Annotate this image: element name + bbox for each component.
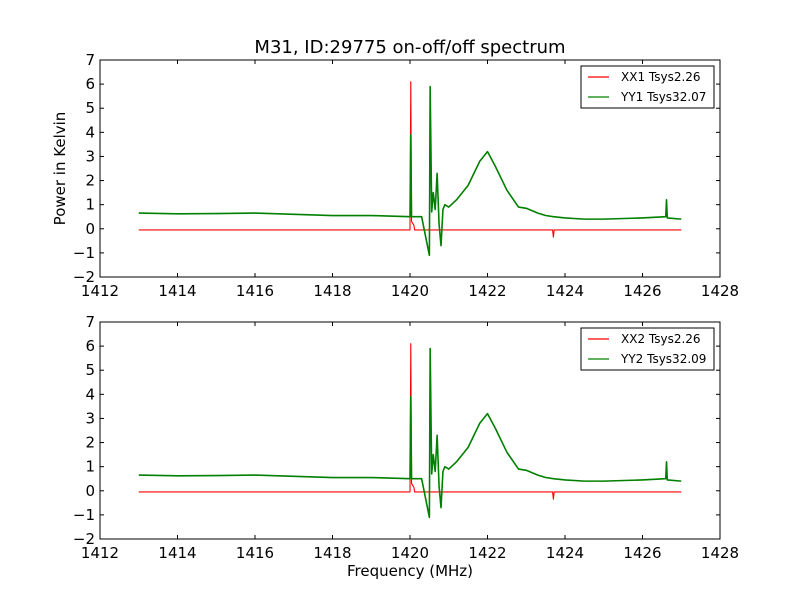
series-line-2 [138, 347, 682, 519]
series-group [138, 81, 682, 257]
legend-box [580, 327, 715, 371]
x-tick-label: 1424 [546, 544, 584, 562]
x-tick-label: 1420 [391, 282, 429, 300]
x-tick-label: 1422 [468, 282, 506, 300]
y-tick-label: 1 [85, 196, 95, 214]
y-tick-label: 5 [85, 361, 95, 379]
x-tick-label: 1426 [623, 282, 661, 300]
y-tick-label: 3 [85, 409, 95, 427]
subplot-2: 1412 1414 1416 1418 1420 1422 1424 1426 1428−2−1… [73, 313, 739, 580]
x-tick-label: 1428 [701, 282, 739, 300]
legend-label: XX2 Tsys2.26 [621, 332, 701, 346]
x-tick-label: 1418 [313, 282, 351, 300]
y-tick-label: 7 [85, 313, 95, 331]
y-tick-label: 6 [85, 75, 95, 93]
legend-label: XX1 Tsys2.26 [621, 70, 701, 84]
y-tick-label: −2 [73, 530, 95, 548]
x-tick-label: 1412 [81, 282, 119, 300]
legend-label: YY2 Tsys32.09 [620, 352, 706, 366]
y-axis-label: Power in Kelvin [51, 112, 69, 226]
legend: XX1 Tsys2.26 YY1 Tsys32.07 [580, 65, 715, 109]
y-tick-label: 3 [85, 147, 95, 165]
y-tick-label: 4 [85, 385, 95, 403]
y-tick-label: −2 [73, 268, 95, 286]
x-axis-label: Frequency (MHz) [347, 562, 473, 580]
legend-box [580, 65, 715, 109]
x-tick-label: 1412 [81, 544, 119, 562]
series-line-2 [138, 85, 682, 257]
y-tick-label: −1 [73, 244, 95, 262]
x-tick-label: 1416 [236, 544, 274, 562]
chart-title: M31, ID:29775 on-off/off spectrum [254, 37, 565, 58]
y-tick-label: 2 [85, 434, 95, 452]
y-tick-label: 2 [85, 172, 95, 190]
x-tick-label: 1414 [158, 282, 196, 300]
plots: 1412 1414 1416 1418 1420 1422 1424 1426 1428−2−1… [51, 37, 739, 580]
x-tick-label: 1418 [313, 544, 351, 562]
x-tick-label: 1428 [701, 544, 739, 562]
y-tick-label: 7 [85, 51, 95, 69]
x-tick-label: 1424 [546, 282, 584, 300]
x-tick-label: 1422 [468, 544, 506, 562]
legend-label: YY1 Tsys32.07 [620, 90, 706, 104]
subplot-1: 1412 1414 1416 1418 1420 1422 1424 1426 1428−2−1… [51, 37, 739, 300]
x-tick-label: 1426 [623, 544, 661, 562]
y-tick-label: 1 [85, 458, 95, 476]
legend: XX2 Tsys2.26 YY2 Tsys32.09 [580, 327, 715, 371]
x-tick-label: 1416 [236, 282, 274, 300]
y-tick-label: 6 [85, 337, 95, 355]
series-group [138, 343, 682, 519]
x-tick-label: 1414 [158, 544, 196, 562]
y-tick-label: 4 [85, 123, 95, 141]
x-tick-label: 1420 [391, 544, 429, 562]
y-tick-label: 0 [85, 482, 95, 500]
y-tick-label: 5 [85, 99, 95, 117]
y-tick-label: −1 [73, 506, 95, 524]
y-tick-label: 0 [85, 220, 95, 238]
